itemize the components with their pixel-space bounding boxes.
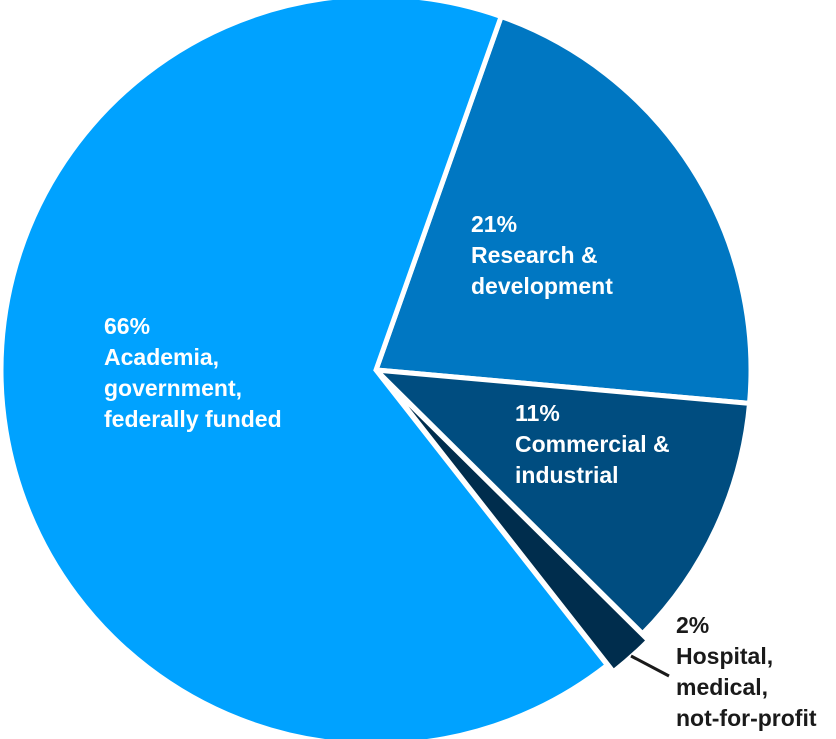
label-research-line-1: Research & (471, 242, 598, 268)
label-hospital-line-1: Hospital, (676, 643, 774, 669)
label-commercial-pct: 11% (515, 400, 560, 426)
label-research-development: 21% Research & development (471, 209, 613, 302)
label-research-line-2: development (471, 273, 613, 299)
slice-academia-government (0, 0, 611, 739)
label-academia-pct: 66% (104, 313, 151, 339)
label-commercial-line-2: industrial (515, 462, 619, 488)
label-academia-government: 66% Academia, government, federally fund… (104, 311, 282, 435)
label-hospital-pct: 2% (676, 612, 710, 638)
label-hospital-medical: 2% Hospital, medical, not-for-profit (676, 610, 817, 734)
slice-research-development (372, 13, 754, 407)
label-academia-line-3: federally funded (104, 406, 282, 432)
label-hospital-line-2: medical, (676, 674, 769, 700)
label-research-pct: 21% (471, 211, 518, 237)
label-commercial-line-1: Commercial & (515, 431, 670, 457)
slice-commercial-industrial (369, 366, 753, 638)
leader-line-hospital (630, 654, 670, 678)
label-academia-line-1: Academia, (104, 344, 220, 370)
label-commercial-industrial: 11% Commercial & industrial (515, 398, 670, 491)
label-academia-line-2: government, (104, 375, 243, 401)
label-hospital-line-3: not-for-profit (676, 705, 817, 731)
